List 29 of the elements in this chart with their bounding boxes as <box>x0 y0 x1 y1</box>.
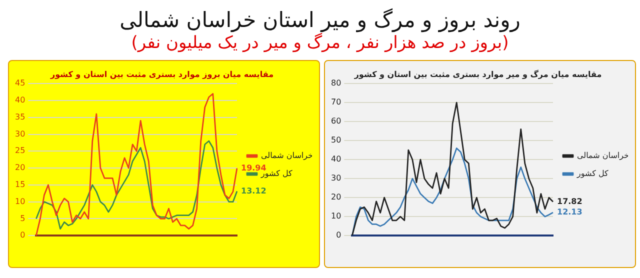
y-tick-label: 20 <box>14 162 26 172</box>
y-tick-label: 0 <box>336 230 342 240</box>
legend-label: کل کشور <box>576 168 609 178</box>
y-tick-label: 15 <box>14 180 26 189</box>
y-tick-label: 60 <box>330 116 342 126</box>
y-tick-label: 25 <box>14 146 26 155</box>
y-tick-label: 50 <box>330 135 342 144</box>
y-tick-label: 20 <box>330 192 342 202</box>
y-tick-label: 40 <box>14 95 26 104</box>
y-tick-label: 10 <box>14 196 26 206</box>
data-label: 12.13 <box>557 207 582 216</box>
y-tick-label: 0 <box>20 230 26 240</box>
y-tick-label: 5 <box>20 213 26 222</box>
y-tick-label: 45 <box>14 78 26 88</box>
text: (بروز در صد هزار نفر ، مرگ و میر در یک میلیون نفر) <box>130 33 510 54</box>
data-label: 17.82 <box>557 196 582 206</box>
text: روند بروز و مرگ و میر استان خراسان شمالی <box>118 8 522 32</box>
legend-label: خراسان شمالی <box>261 150 314 160</box>
y-tick-label: 30 <box>14 128 26 138</box>
y-tick-label: 80 <box>330 78 342 88</box>
y-tick-label: 70 <box>330 97 342 106</box>
legend-label: خراسان شمالی <box>577 150 630 160</box>
chart-title: مقایسه میان مرگ و میر موارد بستری مثبت بین استان و کشور <box>353 68 602 78</box>
y-tick-label: 40 <box>330 154 342 164</box>
data-label: 13.12 <box>241 186 266 195</box>
y-tick-label: 30 <box>330 173 342 182</box>
chart-title: مقایسه میان بروز موارد بستری مثبت بین استان و کشور <box>49 69 274 78</box>
y-tick-label: 10 <box>330 211 342 220</box>
y-tick-label: 35 <box>14 112 26 122</box>
